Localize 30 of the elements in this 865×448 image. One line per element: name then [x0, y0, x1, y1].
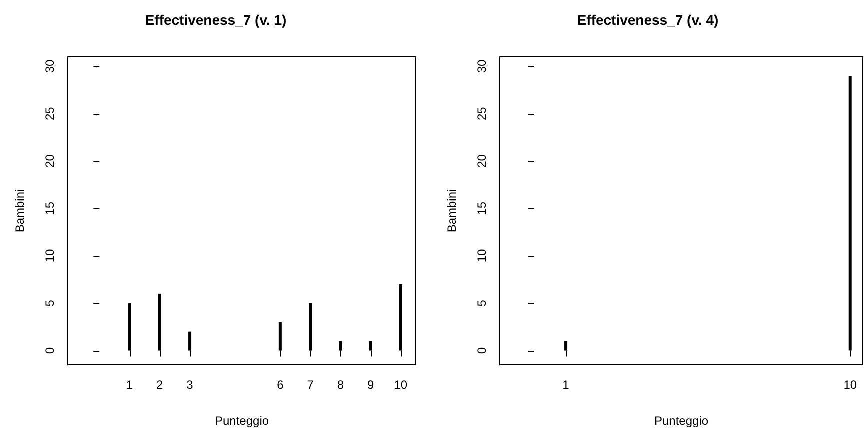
y-tick-label: 25	[475, 106, 489, 121]
y-tick-label: 25	[43, 106, 57, 121]
y-tick-label: 10	[475, 249, 489, 263]
x-tick-label: 10	[844, 378, 858, 392]
x-axis-title: Punteggio	[654, 414, 709, 428]
y-tick-label: 15	[475, 202, 489, 216]
y-tick-label: 20	[43, 154, 57, 168]
x-tick-label: 7	[307, 378, 314, 392]
y-axis-title: Bambini	[445, 189, 459, 233]
y-axis-title: Bambini	[13, 189, 27, 233]
y-tick-label: 10	[43, 249, 57, 263]
y-tick-label: 0	[475, 347, 489, 354]
chart-title: Effectiveness_7 (v. 1)	[145, 12, 287, 28]
x-axis-title: Punteggio	[214, 414, 270, 428]
y-tick-label: 30	[475, 59, 489, 74]
x-tick-label: 9	[367, 378, 374, 392]
y-tick-label: 5	[475, 300, 489, 307]
y-tick-label: 15	[43, 202, 57, 216]
y-tick-label: 5	[43, 300, 57, 307]
chart-title: Effectiveness_7 (v. 4)	[577, 12, 719, 28]
x-tick-label: 1	[562, 378, 570, 392]
x-tick-label: 10	[394, 378, 408, 392]
x-tick-label: 2	[156, 378, 164, 392]
x-tick-label: 8	[337, 378, 344, 392]
x-tick-label: 6	[277, 378, 284, 392]
x-tick-label: 1	[126, 378, 134, 392]
y-tick-label: 20	[475, 154, 489, 168]
y-tick-label: 0	[43, 347, 57, 354]
x-tick-label: 3	[186, 378, 194, 392]
y-tick-label: 30	[43, 59, 57, 74]
